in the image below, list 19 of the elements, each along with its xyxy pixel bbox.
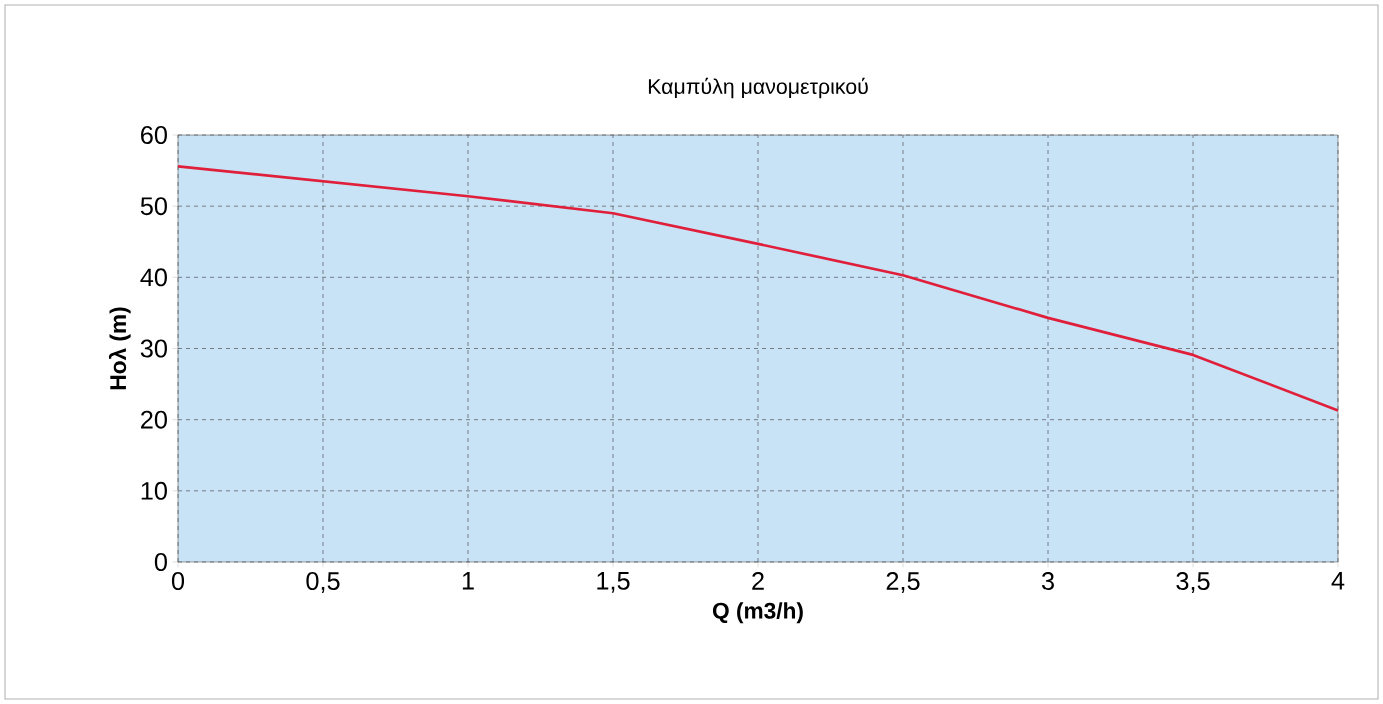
x-tick-label: 1 [462, 572, 474, 590]
y-tick-label: 30 [140, 339, 167, 358]
x-tick-label: 2,5 [886, 572, 920, 593]
x-tick-label: 4 [1331, 572, 1345, 590]
x-tick-label: 3,5 [1176, 572, 1210, 593]
y-axis-title: Ηολ (m) [108, 307, 131, 390]
y-tick-label: 20 [141, 410, 167, 429]
x-axis-title: Q (m3/h) [712, 602, 803, 624]
x-tick-label: 0,5 [306, 572, 340, 593]
x-tick-label: 0 [171, 572, 185, 590]
y-tick-label: 0 [154, 553, 167, 571]
x-tick-label: 3 [1041, 572, 1054, 590]
chart-title: Καμπύλη μανομετρικού [648, 77, 868, 99]
x-tick-label: 1,5 [597, 572, 630, 593]
y-tick-label: 60 [141, 126, 167, 144]
y-tick-label: 50 [140, 197, 167, 216]
x-tick-label: 2 [752, 572, 764, 590]
y-tick-label: 40 [140, 268, 167, 287]
y-tick-label: 10 [141, 481, 167, 500]
